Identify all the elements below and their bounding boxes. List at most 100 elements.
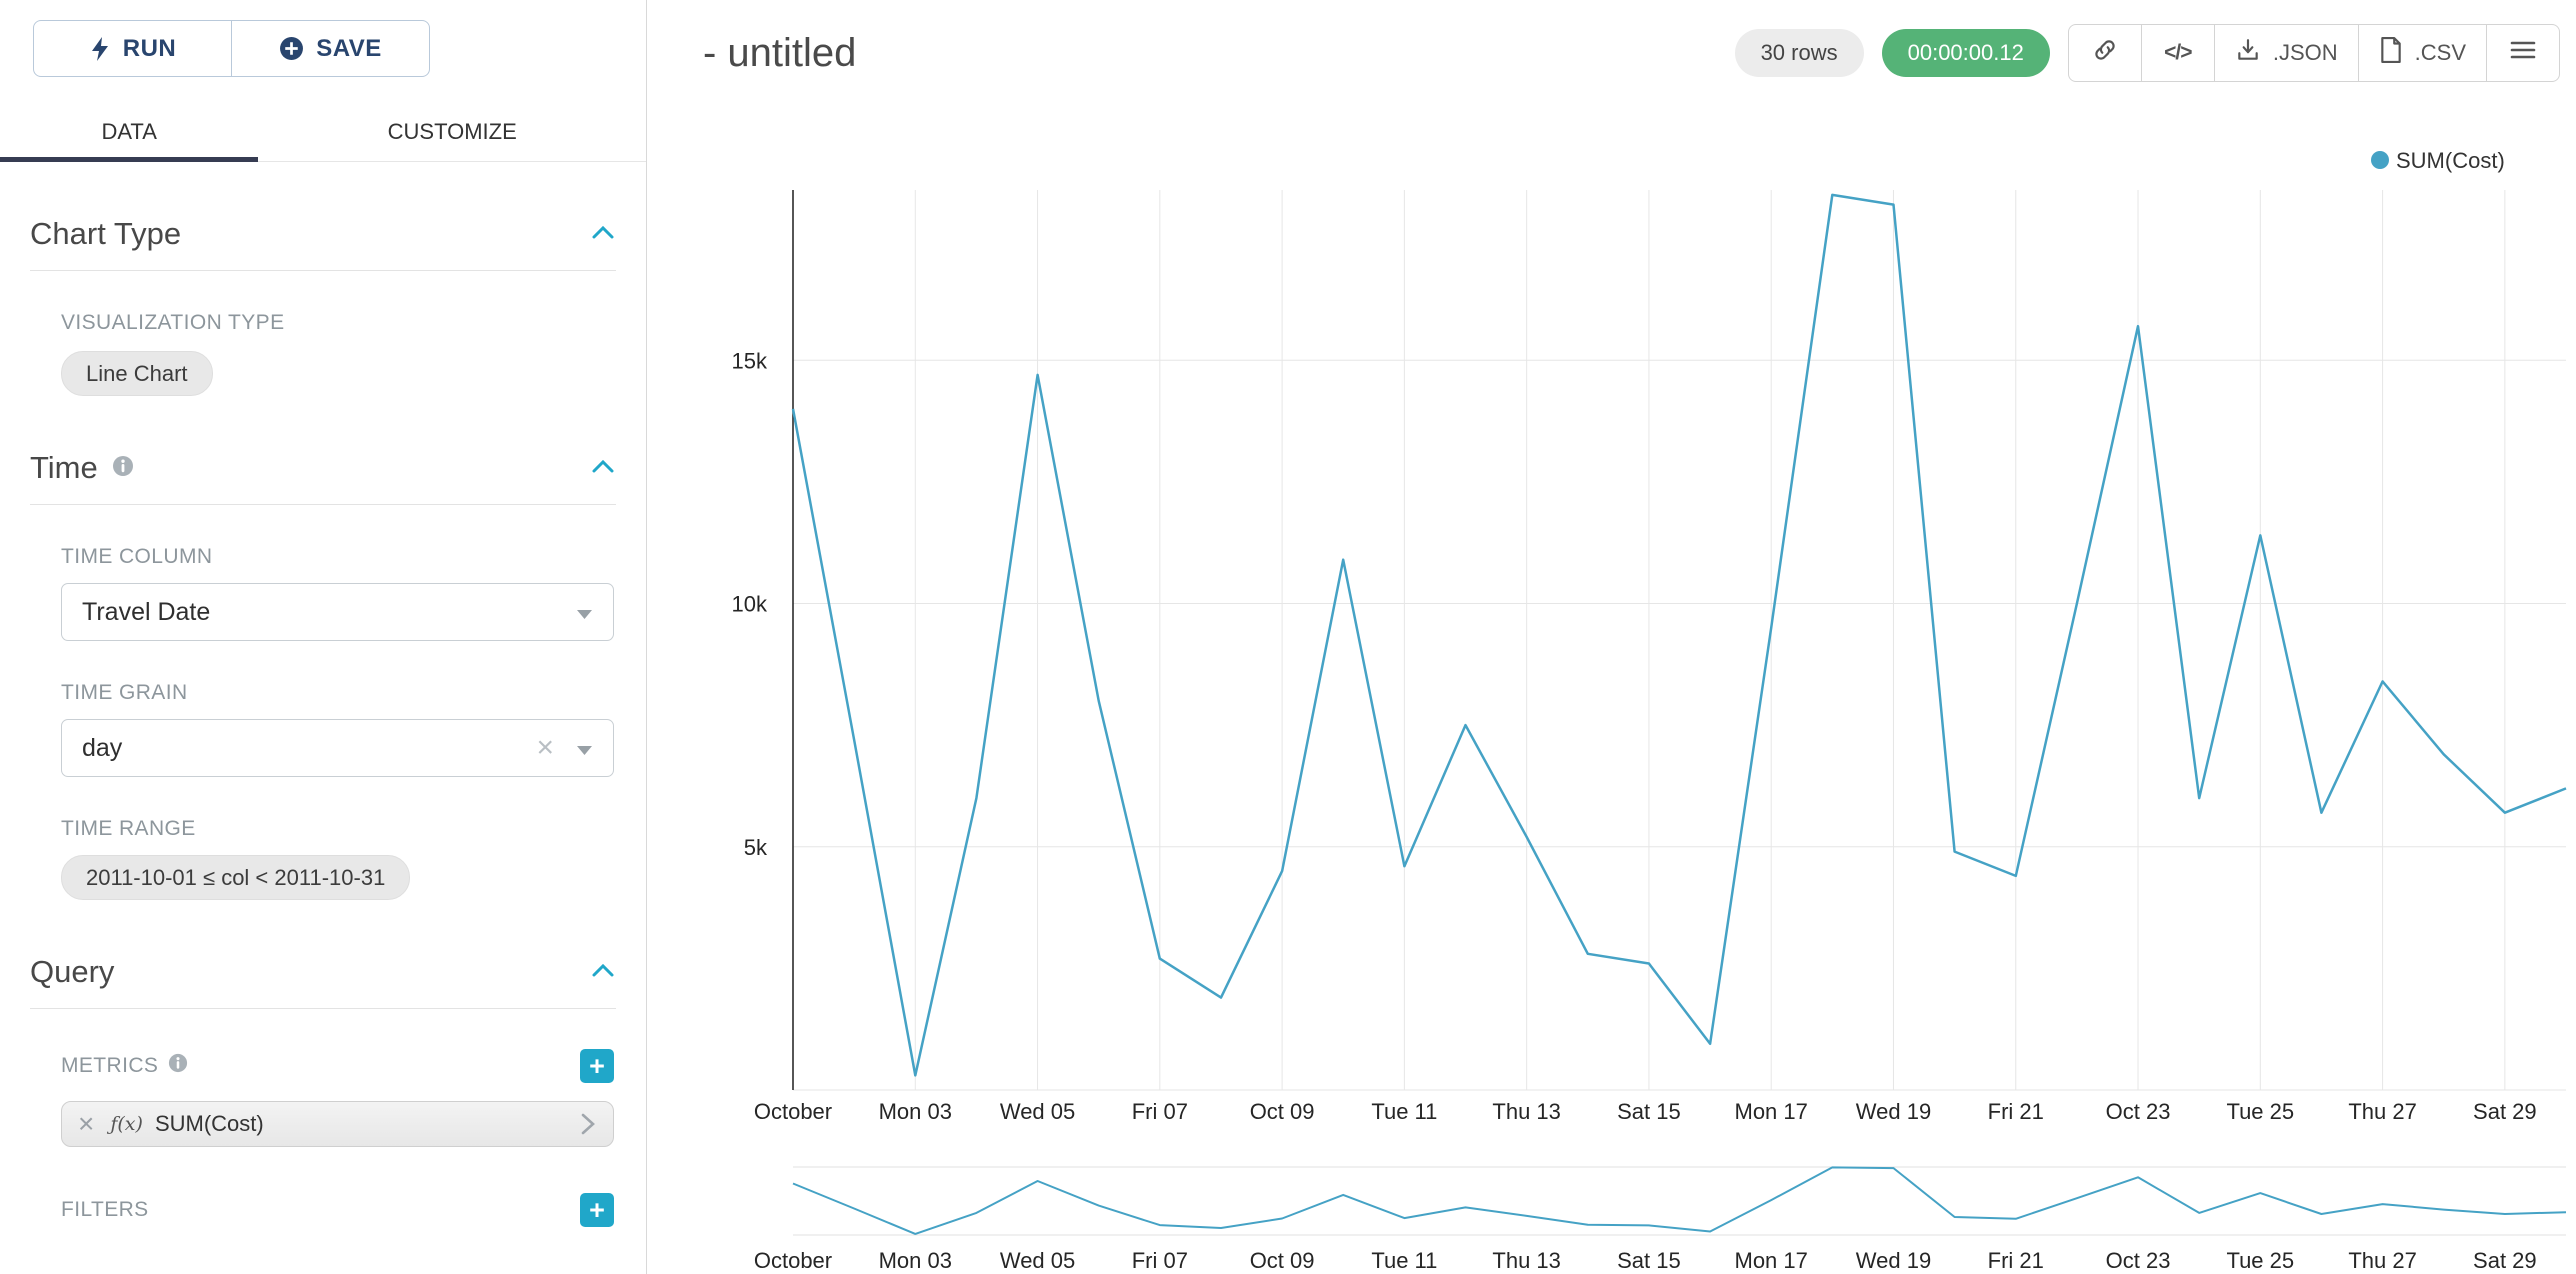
x-axis-tick-label: Wed 19 (1856, 1099, 1931, 1124)
x-axis-tick-label: Thu 13 (1492, 1099, 1561, 1124)
metric-label: SUM(Cost) (154, 1111, 264, 1136)
time-column-value: Travel Date (82, 597, 211, 626)
file-csv-icon (2379, 37, 2403, 69)
chart-type-section-title: Chart Type (30, 216, 182, 251)
y-axis-tick-label: 5k (744, 835, 768, 860)
mini-x-axis-tick-label: Wed 19 (1856, 1248, 1931, 1273)
mini-x-axis-tick-label: Fri 21 (1988, 1248, 2044, 1273)
mini-x-axis-tick-label: Oct 23 (2106, 1248, 2171, 1273)
legend-item[interactable]: SUM(Cost) (2371, 148, 2505, 173)
plus-icon: + (589, 1194, 605, 1225)
plus-circle-icon (279, 36, 304, 61)
mini-x-axis-tick-label: Fri 07 (1132, 1248, 1188, 1273)
export-json-button[interactable]: .JSON (2213, 24, 2359, 82)
lightning-icon (89, 36, 111, 62)
tab-customize-label: CUSTOMIZE (387, 119, 517, 144)
metric-token[interactable]: × ƒ(x) SUM(Cost) (61, 1101, 614, 1147)
x-axis-tick-label: Fri 07 (1132, 1099, 1188, 1124)
tab-data[interactable]: DATA (0, 103, 259, 162)
brush-context-chart[interactable]: October Mon 03 Wed 05 Fri 07 Oct 09 Tue 11 Thu… (754, 1166, 2567, 1273)
time-column-select[interactable]: Travel Date (61, 583, 614, 641)
mini-x-axis-tick-label: October (754, 1248, 832, 1273)
chart-title[interactable]: - untitled (703, 30, 857, 75)
share-link-button[interactable] (2067, 24, 2142, 82)
time-range-value[interactable]: 2011-10-01 ≤ col < 2011-10-31 (61, 855, 411, 900)
mini-x-axis-tick-label: Sat 15 (1617, 1248, 1681, 1273)
remove-metric-icon[interactable]: × (78, 1108, 95, 1139)
x-axis-tick-label: Tue 25 (2226, 1099, 2294, 1124)
plus-icon: + (589, 1050, 605, 1081)
menu-button[interactable] (2486, 24, 2560, 82)
export-json-label: .JSON (2272, 40, 2338, 65)
run-save-buttons: RUN SAVE (33, 20, 646, 77)
download-json-icon (2235, 37, 2261, 69)
main-plot[interactable]: 5k 10k 15k October Mon 03 Wed 05 Fri 07 Oct 09 T… (732, 190, 2567, 1124)
metrics-header-row: METRICS + (61, 1049, 614, 1083)
y-axis-tick-label: 10k (732, 592, 768, 617)
x-axis-tick-label: Thu 27 (2348, 1099, 2417, 1124)
fx-icon: ƒ(x) (110, 1113, 143, 1135)
legend-label: SUM(Cost) (2396, 148, 2505, 173)
line-chart[interactable]: 5k 10k 15k October Mon 03 Wed 05 Fri 07 Oct 09 T… (647, 130, 2576, 1274)
run-button-label: RUN (122, 34, 177, 62)
chevron-up-icon[interactable] (590, 222, 616, 247)
filters-label: FILTERS (61, 1198, 149, 1221)
x-axis-tick-label: Wed 05 (1000, 1099, 1075, 1124)
time-grain-select[interactable]: day × (61, 719, 614, 777)
export-csv-button[interactable]: .CSV (2357, 24, 2487, 82)
legend-swatch (2371, 151, 2389, 169)
export-csv-label: .CSV (2414, 40, 2466, 65)
save-button[interactable]: SAVE (231, 20, 430, 77)
chart-container: - untitled 30 rows 00:00:00.12 </ (647, 0, 2576, 1274)
sidebar-tabs: DATA CUSTOMIZE (0, 103, 646, 162)
save-button-label: SAVE (316, 34, 382, 62)
run-button[interactable]: RUN (33, 20, 232, 77)
time-section-header[interactable]: Time (30, 450, 616, 505)
line-chart-svg[interactable]: 5k 10k 15k October Mon 03 Wed 05 Fri 07 Oct 09 T… (647, 130, 2576, 1274)
hamburger-menu-icon (2509, 38, 2537, 68)
x-axis-tick-label: October (754, 1099, 832, 1124)
query-section-title: Query (30, 954, 115, 989)
clear-x-icon[interactable]: × (536, 731, 554, 764)
tab-data-label: DATA (101, 119, 157, 144)
x-axis-tick-label: Mon 17 (1735, 1099, 1808, 1124)
mini-x-axis-tick-label: Mon 17 (1735, 1248, 1808, 1273)
chevron-down-icon (576, 598, 593, 627)
chart-header-controls: 30 rows 00:00:00.12 </> (1734, 24, 2560, 82)
chart-type-section-header[interactable]: Chart Type (30, 216, 616, 271)
mini-series-line (792, 1166, 2567, 1235)
x-axis-tick-label: Oct 09 (1250, 1099, 1315, 1124)
y-axis-tick-label: 15k (732, 348, 768, 373)
mini-x-axis-tick-label: Thu 13 (1492, 1248, 1561, 1273)
x-axis-tick-label: Tue 11 (1371, 1099, 1437, 1124)
add-filter-button[interactable]: + (580, 1193, 614, 1227)
x-axis-tick-label: Sat 29 (2473, 1099, 2537, 1124)
control-panel-sidebar: RUN SAVE DATA CUSTOMIZE Chart Type (0, 0, 647, 1274)
chevron-up-icon[interactable] (590, 960, 616, 985)
visualization-type-value[interactable]: Line Chart (61, 351, 213, 396)
time-range-label: TIME RANGE (61, 817, 196, 840)
mini-x-axis-tick-label: Oct 09 (1250, 1248, 1315, 1273)
tab-customize[interactable]: CUSTOMIZE (258, 103, 646, 161)
row-count-badge: 30 rows (1734, 29, 1864, 77)
mini-x-axis-tick-label: Thu 27 (2348, 1248, 2417, 1273)
info-icon (168, 1053, 188, 1079)
view-query-button[interactable]: </> (2140, 24, 2215, 82)
mini-x-axis-tick-label: Mon 03 (879, 1248, 952, 1273)
chart-header: - untitled 30 rows 00:00:00.12 </ (647, 0, 2576, 82)
series-line-sum-cost[interactable] (791, 193, 2567, 1077)
control-sections: Chart Type VISUALIZATION TYPE Line Chart… (0, 216, 646, 1227)
filters-header-row: FILTERS + (61, 1193, 614, 1227)
mini-x-axis-tick-label: Tue 25 (2226, 1248, 2294, 1273)
query-section-header[interactable]: Query (30, 954, 616, 1009)
chevron-up-icon[interactable] (590, 456, 616, 481)
chevron-right-icon[interactable] (563, 1112, 613, 1136)
x-axis-tick-label: Mon 03 (879, 1099, 952, 1124)
export-button-group: </> .JSON (2067, 24, 2560, 82)
mini-x-axis-tick-label: Tue 11 (1371, 1248, 1437, 1273)
add-metric-button[interactable]: + (580, 1049, 614, 1083)
info-icon (112, 455, 134, 482)
mini-x-axis-tick-label: Wed 05 (1000, 1248, 1075, 1273)
time-column-label: TIME COLUMN (61, 545, 213, 568)
